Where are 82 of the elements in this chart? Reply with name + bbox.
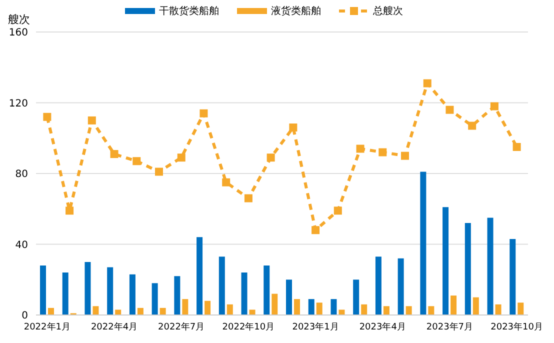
- point: [244, 194, 252, 202]
- point: [378, 148, 387, 156]
- point: [289, 124, 298, 132]
- bar: [48, 308, 54, 315]
- point: [155, 168, 163, 176]
- bar: [218, 256, 225, 315]
- bar: [338, 310, 345, 315]
- bar: [40, 265, 46, 315]
- x-tick-label: 2023年7月: [426, 321, 474, 332]
- bar: [420, 172, 426, 315]
- bar: [308, 299, 314, 315]
- bar: [406, 306, 412, 315]
- x-tick-label: 2023年4月: [359, 321, 406, 332]
- bar: [353, 280, 360, 315]
- point: [66, 206, 74, 215]
- point: [356, 144, 364, 153]
- bar: [204, 300, 211, 315]
- bar: [464, 223, 471, 315]
- point: [423, 79, 432, 88]
- y-tick-label: 0: [22, 310, 28, 322]
- point: [222, 178, 230, 186]
- bar: [518, 302, 524, 315]
- y-tick-label: 160: [8, 28, 28, 39]
- y-tick-label: 120: [8, 98, 28, 110]
- bar: [174, 276, 180, 315]
- bar: [241, 272, 248, 315]
- point: [88, 116, 96, 124]
- bar: [92, 306, 99, 315]
- point: [266, 154, 275, 162]
- bar: [495, 304, 502, 315]
- x-tick-label: 2022年1月: [24, 321, 70, 332]
- x-tick-label: 2023年10月: [490, 321, 543, 332]
- x-tick-label: 2022年10月: [222, 321, 275, 332]
- y-axis-title: 艘次: [8, 12, 30, 27]
- bar: [264, 265, 270, 315]
- bar: [226, 304, 233, 315]
- point: [312, 226, 320, 234]
- bar: [383, 306, 390, 315]
- point: [334, 206, 342, 215]
- legend-label: 液货类船舶: [271, 4, 321, 18]
- point: [132, 157, 141, 166]
- point: [446, 106, 454, 114]
- bar: [330, 299, 337, 315]
- bar: [182, 299, 188, 315]
- bar: [196, 237, 203, 315]
- x-tick-label: 2022年7月: [158, 321, 205, 332]
- point: [490, 102, 498, 110]
- bar: [129, 274, 136, 315]
- x-tick-label: 2023年1月: [292, 321, 339, 332]
- bar: [294, 299, 300, 315]
- bar: [428, 306, 434, 315]
- bar: [442, 207, 449, 315]
- legend-label: 总艘次: [373, 4, 403, 18]
- bar: [160, 308, 166, 315]
- point: [512, 142, 521, 151]
- y-tick-label: 40: [15, 240, 28, 251]
- point: [200, 109, 208, 118]
- bar: [84, 262, 91, 315]
- bar: [286, 280, 292, 315]
- bar: [487, 218, 494, 315]
- bar: [316, 302, 322, 315]
- bar: [361, 304, 368, 315]
- bar: [152, 283, 158, 315]
- bar: [375, 256, 382, 315]
- point: [401, 152, 409, 160]
- bar: [62, 272, 68, 315]
- point: [177, 154, 186, 162]
- bar: [472, 297, 479, 315]
- bar: [272, 294, 278, 315]
- point: [43, 112, 52, 121]
- y-tick-label: 80: [15, 169, 28, 180]
- bar: [107, 267, 114, 315]
- bar: [115, 310, 122, 315]
- bar: [450, 296, 457, 315]
- legend-label: 干散货类船舶: [159, 4, 219, 18]
- point: [468, 122, 476, 130]
- bar: [510, 238, 516, 315]
- bar: [249, 310, 256, 315]
- x-tick-label: 2022年4月: [90, 321, 138, 332]
- bar: [137, 308, 144, 315]
- point: [110, 150, 118, 158]
- bar: [398, 258, 404, 315]
